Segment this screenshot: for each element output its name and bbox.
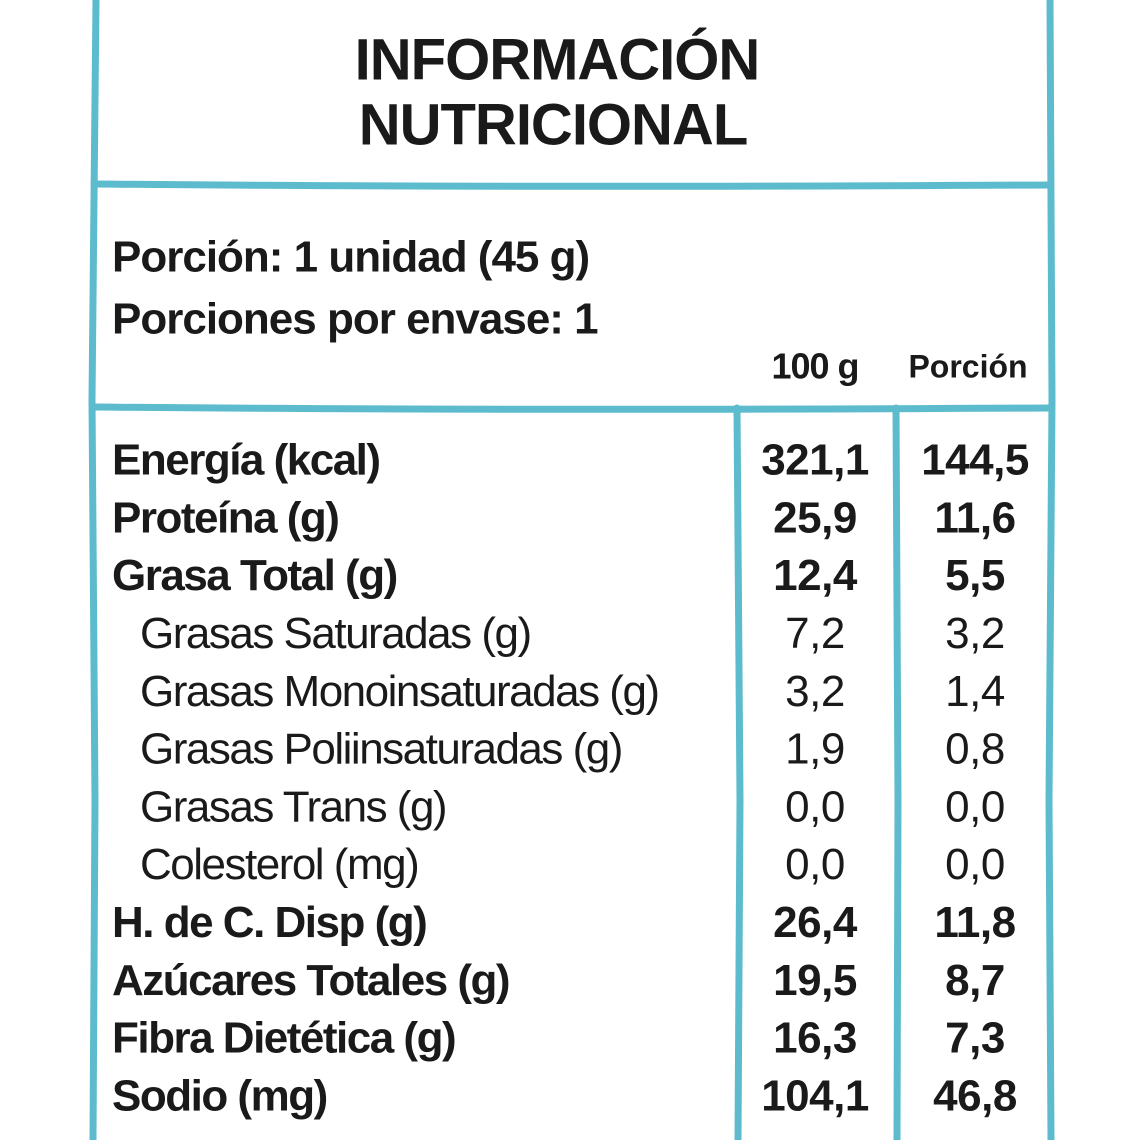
row-label: Sodio (mg) [112,1071,327,1120]
value-portion: 0,8 [945,725,1005,774]
value-portion: 5,5 [945,551,1005,600]
row-label: Grasas Poliinsaturadas (g) [140,725,622,774]
value-portion: 0,0 [945,840,1005,889]
value-portion: 144,5 [921,436,1029,485]
value-portion: 46,8 [933,1071,1017,1120]
value-portion: 7,3 [945,1014,1005,1063]
value-portion: 1,4 [945,667,1005,716]
value-portion: 3,2 [945,609,1005,658]
value-100g: 16,3 [773,1014,857,1063]
value-100g: 12,4 [773,551,858,600]
servings-per-package: Porciones por envase: 1 [112,295,598,344]
row-label: Grasas Trans (g) [140,782,446,831]
column-header: Porción [908,348,1027,384]
value-100g: 26,4 [773,898,858,947]
row-label: Grasas Saturadas (g) [140,609,531,658]
value-100g: 0,0 [785,840,845,889]
row-label: Grasa Total (g) [112,551,397,600]
row-label: Colesterol (mg) [140,840,418,889]
value-portion: 11,6 [934,493,1015,542]
column-divider [892,404,902,1140]
value-portion: 11,8 [934,898,1015,947]
row-label: Proteína (g) [112,493,338,542]
value-portion: 0,0 [945,782,1005,831]
row-label: H. de C. Disp (g) [112,898,426,947]
frame-right [1045,0,1056,1140]
divider [90,403,1054,413]
value-100g: 0,0 [785,782,845,831]
value-100g: 104,1 [761,1071,869,1120]
value-100g: 19,5 [773,956,857,1005]
column-divider [733,404,744,1140]
title: NUTRICIONAL [359,92,748,157]
value-portion: 8,7 [945,956,1005,1005]
row-label: Fibra Dietética (g) [112,1014,455,1063]
serving-size: Porción: 1 unidad (45 g) [112,233,589,282]
value-100g: 25,9 [773,493,857,542]
row-label: Energía (kcal) [112,436,380,485]
row-label: Azúcares Totales (g) [112,956,509,1005]
rows: Energía (kcal) 321,1 144,5 Proteína (g) 25,9… [112,436,1029,1121]
row-label: Grasas Monoinsaturadas (g) [140,667,659,716]
column-header: 100 g [771,346,858,387]
frame-left [88,0,100,1140]
value-100g: 1,9 [785,725,845,774]
value-100g: 7,2 [785,609,845,658]
divider [90,180,1054,190]
value-100g: 321,1 [761,436,869,485]
value-100g: 3,2 [785,667,845,716]
title: INFORMACIÓN [355,27,760,92]
